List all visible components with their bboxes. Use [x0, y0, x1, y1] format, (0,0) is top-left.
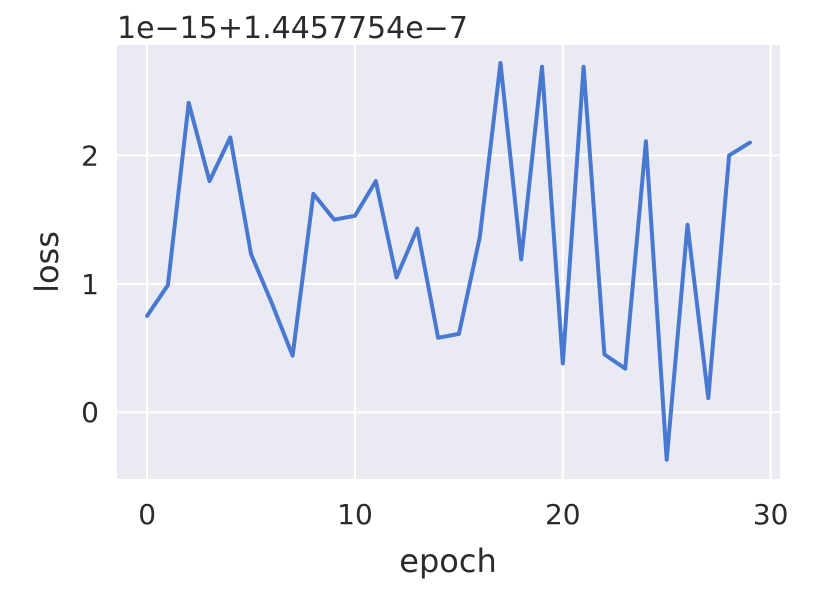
y-tick-label: 2: [81, 139, 99, 172]
grid-lines: [117, 45, 780, 479]
x-axis-ticks: 0 10 20 30: [138, 498, 788, 531]
plot-area: [117, 45, 780, 479]
y-tick-label: 0: [81, 396, 99, 429]
series-line: [145, 61, 752, 462]
offset-text: 1e−15+1.4457754e−7: [117, 11, 468, 46]
y-tick-label: 1: [81, 268, 99, 301]
x-tick-label: 20: [545, 498, 581, 531]
y-axis-ticks: 0 1 2: [81, 139, 99, 429]
x-tick-label: 10: [337, 498, 373, 531]
y-axis-label: loss: [28, 231, 66, 293]
series-group: [145, 61, 752, 462]
x-tick-label: 30: [753, 498, 789, 531]
x-axis-label: epoch: [399, 542, 496, 580]
x-tick-label: 0: [138, 498, 156, 531]
